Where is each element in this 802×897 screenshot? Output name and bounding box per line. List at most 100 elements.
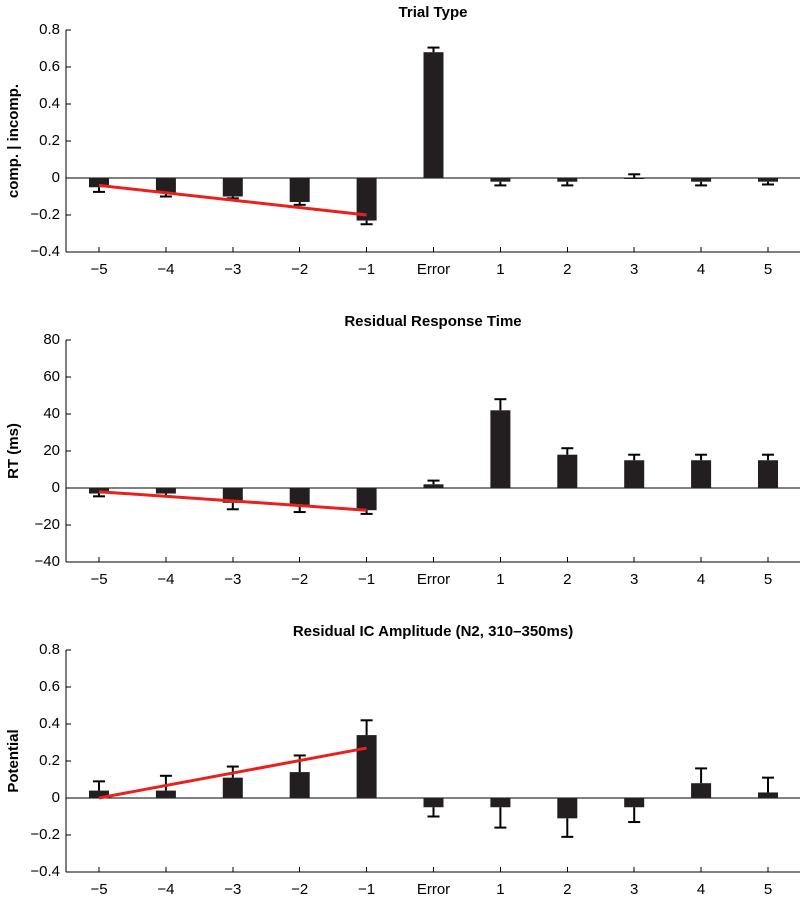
bar — [624, 798, 645, 808]
x-tick-label: 2 — [563, 571, 571, 588]
x-tick-label: 3 — [630, 571, 638, 588]
y-tick-label: −0.2 — [30, 206, 60, 223]
y-axis-label: RT (ms) — [5, 423, 22, 479]
x-tick-label: −5 — [90, 881, 107, 897]
chart-title: Trial Type — [399, 4, 468, 21]
x-tick-label: 1 — [496, 261, 504, 278]
y-tick-label: 0.4 — [39, 95, 60, 112]
x-tick-label: 2 — [563, 261, 571, 278]
error-bar — [762, 453, 774, 461]
x-tick-label: 1 — [496, 881, 504, 897]
x-tick-label: Error — [417, 571, 450, 588]
y-tick-label: 0 — [52, 789, 60, 806]
error-bar — [695, 181, 708, 187]
bar — [222, 777, 243, 798]
x-tick-label: 5 — [764, 571, 772, 588]
y-tick-label: 0.6 — [39, 58, 60, 75]
chart-panel-3: Residual IC Amplitude (N2, 310–350ms) Pot… — [5, 623, 800, 897]
x-tick-label: 5 — [764, 881, 772, 897]
x-tick-label: −3 — [224, 881, 241, 897]
trend-line — [98, 746, 367, 800]
error-bar — [226, 502, 239, 511]
x-tick-label: 4 — [697, 261, 705, 278]
y-tick-label: 0.2 — [39, 132, 60, 149]
y-tick-label: 0.8 — [39, 21, 60, 38]
x-tick-label: −3 — [224, 571, 241, 588]
x-tick-label: 4 — [697, 881, 705, 897]
error-bar — [360, 510, 373, 515]
bar — [356, 178, 377, 221]
bar — [222, 488, 243, 503]
bar — [758, 460, 778, 488]
y-tick-label: −0.4 — [30, 863, 60, 880]
x-tick-label: 3 — [630, 261, 638, 278]
x-tick-label: 1 — [496, 571, 504, 588]
bar — [490, 410, 511, 488]
x-tick-label: 4 — [697, 571, 705, 588]
y-tick-label: −20 — [35, 516, 60, 533]
y-tick-label: −0.4 — [30, 243, 60, 260]
error-bar — [360, 220, 373, 226]
bar — [624, 460, 645, 488]
bar — [155, 488, 176, 494]
x-tick-label: −2 — [291, 261, 308, 278]
error-bar — [561, 181, 574, 187]
chart-title: Residual Response Time — [344, 313, 521, 330]
x-tick-label: −5 — [90, 261, 107, 278]
bar — [222, 178, 243, 197]
bar — [758, 178, 778, 182]
y-tick-label: −40 — [35, 553, 60, 570]
bar — [490, 178, 511, 182]
error-bar — [561, 447, 574, 455]
error-bar — [427, 479, 440, 485]
x-tick-label: −5 — [90, 571, 107, 588]
bar — [155, 790, 176, 798]
x-tick-label: −1 — [358, 881, 375, 897]
bar — [557, 178, 578, 182]
x-tick-label: −1 — [358, 261, 375, 278]
error-bar — [93, 187, 105, 193]
bar — [289, 772, 310, 798]
bar — [423, 484, 444, 488]
error-bar — [293, 754, 306, 773]
bar — [155, 178, 176, 193]
bar — [758, 792, 778, 798]
x-tick-label: −2 — [291, 881, 308, 897]
error-bar — [628, 453, 641, 461]
x-tick-label: −4 — [157, 571, 174, 588]
y-tick-label: 60 — [43, 368, 60, 385]
error-bar — [494, 398, 507, 411]
x-tick-label: 5 — [764, 261, 772, 278]
bar — [624, 178, 645, 179]
x-tick-label: −4 — [157, 261, 174, 278]
error-bar — [360, 719, 373, 736]
bar — [356, 488, 377, 511]
bar — [691, 783, 712, 798]
x-tick-label: Error — [417, 881, 450, 897]
y-tick-label: 0.2 — [39, 752, 60, 769]
error-bar — [293, 506, 306, 514]
y-axis-label: comp. | incomp. — [5, 84, 22, 198]
x-tick-label: −4 — [157, 881, 174, 897]
bar — [423, 798, 444, 808]
y-tick-label: 0.8 — [39, 641, 60, 658]
y-tick-label: 40 — [43, 405, 60, 422]
chart-panel-2: Residual Response Time RT (ms) −40 −20 0 20 40… — [5, 313, 800, 588]
bar — [557, 454, 578, 488]
error-bar — [494, 807, 507, 829]
error-bar — [427, 46, 440, 53]
y-tick-label: 0.6 — [39, 678, 60, 695]
x-tick-label: −2 — [291, 571, 308, 588]
error-bar — [427, 807, 440, 818]
trend-line — [98, 183, 367, 217]
y-axis-label: Potential — [5, 729, 22, 792]
error-bar — [93, 493, 105, 498]
x-tick-label: Error — [417, 261, 450, 278]
bar — [691, 178, 712, 182]
error-bar — [762, 181, 774, 186]
bar — [356, 735, 377, 798]
trend-line — [98, 490, 367, 512]
bar — [691, 460, 712, 488]
chart-title: Residual IC Amplitude (N2, 310–350ms) — [293, 623, 573, 640]
